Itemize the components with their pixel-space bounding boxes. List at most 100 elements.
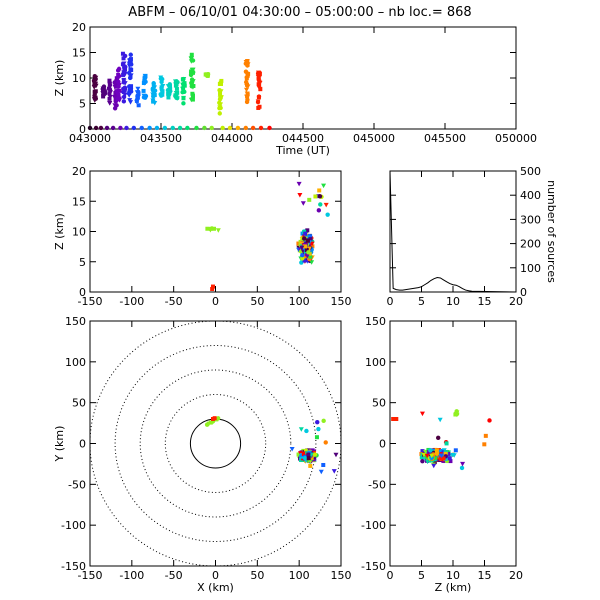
source-point bbox=[296, 241, 301, 246]
source-point bbox=[256, 94, 262, 99]
source-point bbox=[107, 78, 112, 83]
source-point bbox=[113, 96, 118, 101]
source-point bbox=[257, 78, 262, 84]
source-point bbox=[211, 226, 216, 231]
source-point bbox=[116, 79, 121, 84]
source-point bbox=[321, 183, 327, 189]
source-point bbox=[436, 435, 441, 441]
source-point bbox=[246, 71, 251, 76]
source-point bbox=[244, 99, 250, 105]
source-point bbox=[431, 463, 437, 469]
y-tick-label: -100 bbox=[61, 519, 86, 532]
source-point bbox=[188, 59, 194, 64]
source-point bbox=[170, 125, 175, 131]
source-point bbox=[127, 70, 132, 76]
source-point bbox=[107, 91, 112, 96]
source-point bbox=[101, 91, 106, 96]
source-point bbox=[102, 89, 108, 94]
source-point bbox=[115, 68, 121, 73]
source-point bbox=[302, 258, 307, 263]
source-point bbox=[154, 125, 160, 131]
y-tick-label: 5 bbox=[79, 98, 86, 111]
source-point bbox=[107, 96, 112, 101]
source-point bbox=[122, 92, 128, 98]
source-point bbox=[158, 75, 164, 80]
y-tick-label: 150 bbox=[65, 315, 86, 328]
source-point bbox=[173, 83, 178, 88]
source-point bbox=[300, 256, 305, 261]
source-point bbox=[302, 244, 307, 249]
source-point bbox=[87, 125, 93, 131]
source-point bbox=[189, 52, 194, 57]
x-tick-label: 0 bbox=[387, 569, 394, 582]
source-point bbox=[120, 51, 125, 56]
source-point bbox=[150, 87, 156, 93]
source-point bbox=[101, 84, 107, 89]
source-point bbox=[116, 93, 121, 98]
source-point bbox=[182, 81, 187, 86]
source-point bbox=[255, 70, 261, 76]
source-point bbox=[189, 77, 195, 82]
y-tick-label: 15 bbox=[72, 195, 86, 208]
source-point bbox=[120, 62, 125, 67]
source-point bbox=[299, 458, 304, 463]
source-point bbox=[309, 241, 315, 247]
source-point bbox=[453, 412, 458, 417]
source-point bbox=[309, 260, 315, 265]
figure-title: ABFM – 06/10/01 04:30:00 – 05:00:00 – nb… bbox=[128, 5, 471, 20]
source-point bbox=[220, 125, 225, 131]
range-ring bbox=[189, 418, 242, 469]
source-point bbox=[117, 88, 122, 93]
time-height-panel: 043000 043500 044000 044500 045000 045500 0500… bbox=[53, 21, 537, 157]
source-point bbox=[107, 86, 112, 91]
source-point bbox=[112, 103, 118, 108]
x-tick-label: -150 bbox=[78, 295, 103, 308]
source-point bbox=[307, 197, 312, 202]
source-point bbox=[302, 236, 307, 241]
source-point bbox=[444, 441, 449, 446]
source-point bbox=[128, 52, 133, 57]
x-tick-label: 044500 bbox=[282, 132, 324, 145]
source-point bbox=[121, 80, 126, 85]
source-point bbox=[110, 125, 116, 131]
source-point bbox=[305, 258, 310, 263]
source-point bbox=[158, 92, 163, 97]
source-point bbox=[217, 96, 223, 101]
source-point bbox=[304, 247, 309, 252]
source-point bbox=[92, 74, 97, 79]
source-point bbox=[305, 238, 310, 243]
x-axis-label: Time (UT) bbox=[275, 144, 330, 157]
source-point bbox=[126, 63, 132, 69]
source-point bbox=[124, 125, 129, 131]
source-point bbox=[181, 101, 186, 106]
histogram-line bbox=[389, 170, 517, 293]
y-tick-label: 15 bbox=[72, 47, 86, 60]
x-tick-label: -100 bbox=[119, 569, 144, 582]
source-point bbox=[218, 89, 224, 94]
source-point bbox=[135, 91, 141, 97]
source-point bbox=[325, 212, 330, 217]
source-point bbox=[316, 426, 321, 432]
source-point bbox=[121, 72, 126, 77]
source-point bbox=[316, 208, 322, 213]
source-point bbox=[321, 418, 326, 424]
source-point bbox=[131, 125, 137, 131]
source-point bbox=[91, 85, 97, 90]
source-point bbox=[438, 456, 443, 461]
x-axis-label: X (km) bbox=[197, 581, 234, 594]
source-point bbox=[244, 91, 250, 97]
x-tick-label: 50 bbox=[250, 569, 264, 582]
source-point bbox=[136, 103, 141, 108]
source-point bbox=[297, 193, 303, 198]
source-point bbox=[210, 284, 215, 289]
source-point bbox=[112, 84, 118, 90]
source-point bbox=[243, 69, 249, 74]
source-point bbox=[447, 456, 452, 461]
source-point bbox=[107, 101, 113, 106]
source-point bbox=[244, 87, 250, 93]
source-point bbox=[205, 226, 210, 231]
source-point bbox=[313, 194, 318, 199]
x-tick-label: 100 bbox=[289, 569, 310, 582]
source-point bbox=[203, 72, 209, 78]
source-point bbox=[267, 125, 272, 131]
